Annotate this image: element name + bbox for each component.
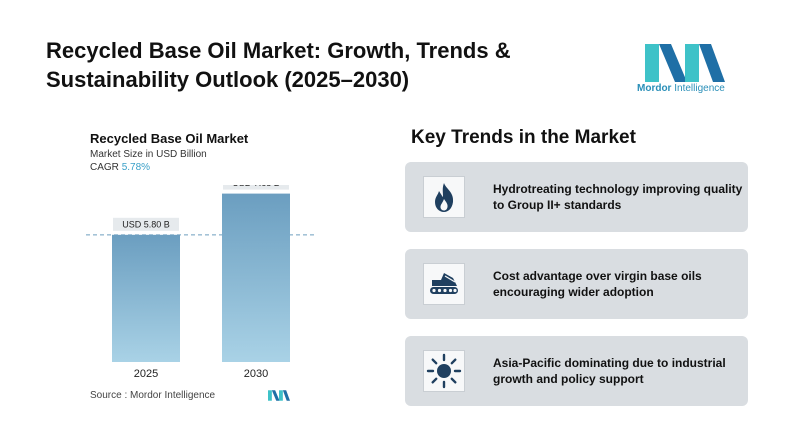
cagr-label: CAGR: [90, 162, 119, 173]
flame-icon: [423, 176, 465, 218]
x-tick-2030: 2030: [244, 368, 268, 380]
excavator-icon: [423, 263, 465, 305]
trends-title: Key Trends in the Market: [411, 127, 636, 148]
trend-text: Cost advantage over virgin base oils enc…: [493, 269, 702, 299]
page-title: Recycled Base Oil Market: Growth, Trends…: [46, 38, 511, 92]
data-label-box: [113, 217, 179, 231]
bar-2030: [222, 193, 290, 362]
trend-card-cost-advantage: Cost advantage over virgin base oils enc…: [405, 249, 748, 319]
logo-brand: Mordor: [637, 83, 672, 94]
cagr-line: CAGR 5.78%: [90, 162, 248, 173]
data-label-2025: USD 5.80 B: [122, 219, 170, 229]
logo-wordmark: Mordor Intelligence: [637, 83, 725, 94]
cagr-value: 5.78%: [121, 162, 151, 173]
chart-header: Recycled Base Oil Market Market Size in …: [90, 131, 248, 173]
x-tick-2025: 2025: [134, 368, 158, 380]
data-label-box: [223, 185, 289, 190]
sun-icon: [423, 350, 465, 392]
trend-card-hydrotreating: Hydrotreating technology improving quali…: [405, 162, 748, 232]
mordor-intelligence-logo: [645, 44, 735, 96]
chart-subtitle: Market Size in USD Billion: [90, 149, 207, 160]
chart-source: Source : Mordor Intelligence: [90, 390, 216, 401]
trend-text: Hydrotreating technology improving quali…: [493, 182, 743, 212]
trend-card-asia-pacific: Asia-Pacific dominating due to industria…: [405, 336, 748, 406]
data-label-2030: USD 7.68 B: [232, 185, 280, 188]
chart-title: Recycled Base Oil Market: [90, 131, 249, 146]
trend-text: Asia-Pacific dominating due to industria…: [493, 356, 726, 386]
bar-chart: USD 5.80 B 2025 USD 7.68 B 2030: [86, 185, 314, 380]
mini-logo-icon: [268, 388, 290, 406]
logo-suffix: Intelligence: [674, 83, 725, 94]
bar-2025: [112, 234, 180, 362]
